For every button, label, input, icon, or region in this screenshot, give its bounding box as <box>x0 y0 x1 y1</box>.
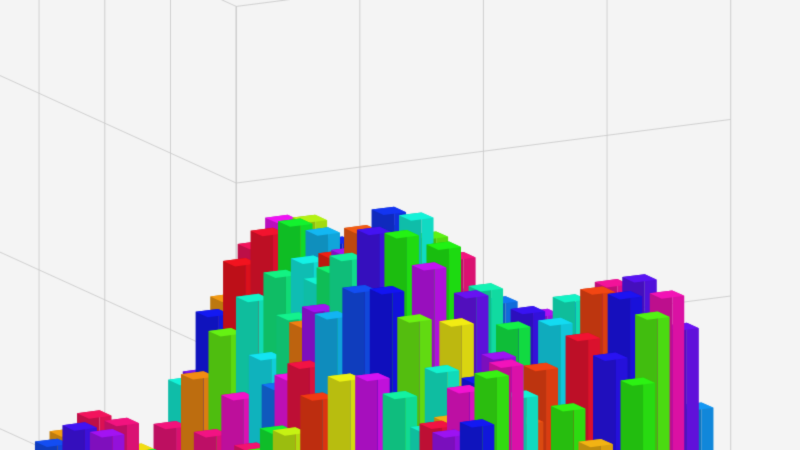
figure-canvas: A 3-D bar chart (bar3d) rendered on a li… <box>0 0 800 450</box>
bar3d-collection <box>0 0 800 450</box>
